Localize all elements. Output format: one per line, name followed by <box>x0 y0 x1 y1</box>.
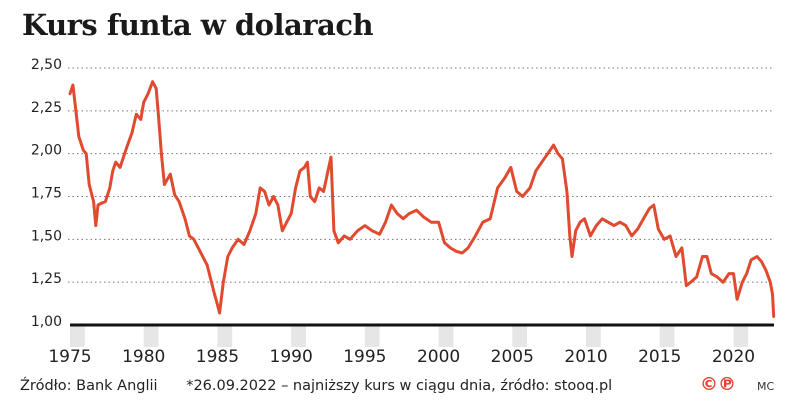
y-tick-label: 1,75 <box>31 186 62 202</box>
year-shade-2020 <box>733 325 749 347</box>
series-line-0 <box>68 80 776 318</box>
year-shade-1985 <box>217 325 233 347</box>
x-tick-label: 2005 <box>491 347 534 367</box>
y-axis-labels: 1,00 1,25 1,50 1,75 2,00 2,25 2,50 <box>31 57 62 330</box>
x-tick-label: 1990 <box>270 347 313 367</box>
year-shade-1975 <box>70 325 85 347</box>
source-text: Źródło: Bank Anglii <box>20 378 158 394</box>
grid-lines <box>68 67 774 283</box>
author-credit: MC <box>757 380 775 393</box>
chart-title: Kurs funta w dolarach <box>22 8 374 42</box>
x-tick-label: 1980 <box>122 347 165 367</box>
year-shade-2000 <box>438 325 454 347</box>
year-shade-1995 <box>364 325 380 347</box>
x-tick-label: 2000 <box>417 347 460 367</box>
year-shade-2015 <box>659 325 675 347</box>
footer: Źródło: Bank Anglii *26.09.2022 – najniż… <box>20 378 636 394</box>
x-tick-label: 2015 <box>638 347 681 367</box>
x-tick-label: 1995 <box>343 347 386 367</box>
copyright-logo: ©℗ <box>700 374 736 395</box>
x-tick-label: 1975 <box>48 347 91 367</box>
y-tick-label: 2,25 <box>31 100 62 116</box>
x-tick-label: 2020 <box>712 347 755 367</box>
year-shade-1990 <box>291 325 306 347</box>
x-tick-label: 1985 <box>196 347 239 367</box>
year-shading <box>70 325 749 347</box>
y-tick-label: 1,50 <box>31 228 62 244</box>
y-tick-label: 1,25 <box>31 271 62 287</box>
y-tick-label: 2,50 <box>31 57 62 73</box>
x-tick-label: 2010 <box>564 347 607 367</box>
year-shade-2010 <box>586 325 601 347</box>
y-tick-label: 1,00 <box>31 314 62 330</box>
y-tick-label: 2,00 <box>31 143 62 159</box>
footnote-text: *26.09.2022 – najniższy kurs w ciągu dni… <box>186 378 613 394</box>
year-shade-1980 <box>143 325 159 347</box>
x-axis-labels: 1975 1980 1985 1990 1995 2000 2005 2010 2015 2020 <box>48 347 755 367</box>
chart-area: 1,00 1,25 1,50 1,75 2,00 2,25 2,50 1975 1980 198… <box>31 57 776 367</box>
series-layer <box>68 80 776 318</box>
year-shade-2005 <box>512 325 528 347</box>
